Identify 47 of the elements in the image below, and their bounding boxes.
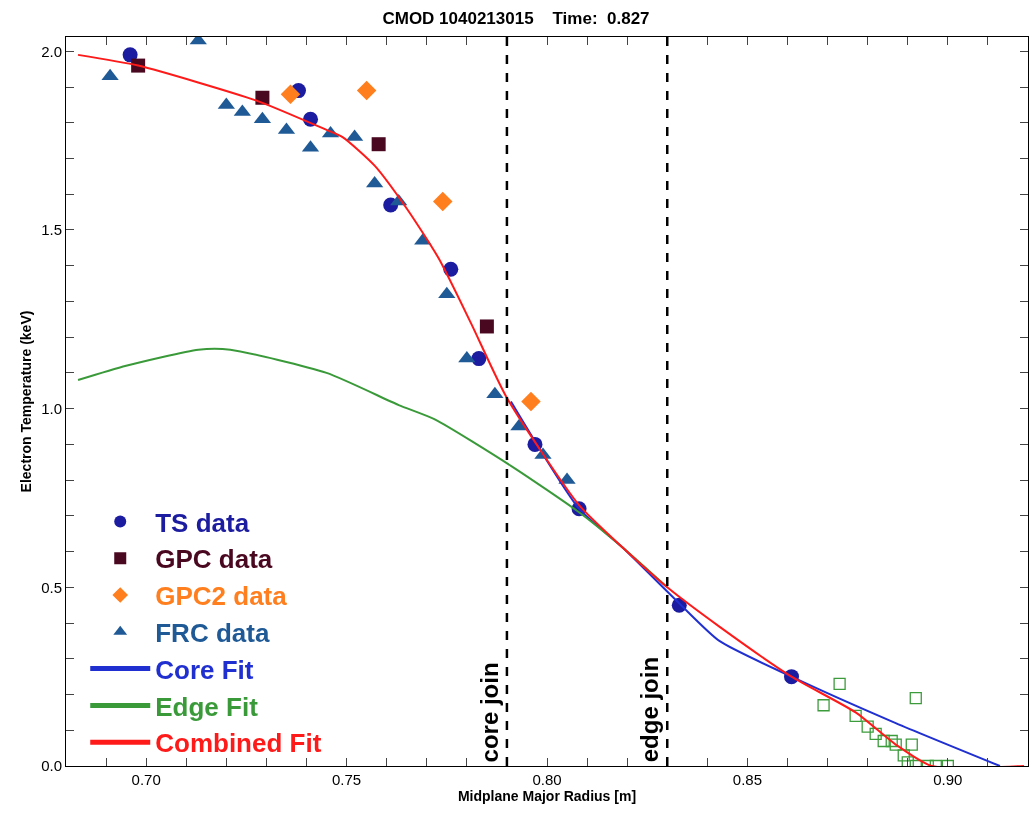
point — [521, 391, 541, 412]
y-tick-label: 1.0 — [41, 399, 62, 417]
point — [849, 709, 862, 723]
y-axis-title: Electron Temperature (keV) — [17, 310, 34, 493]
legend-label: TS data — [155, 507, 250, 538]
x-tick-label: 0.85 — [732, 771, 763, 788]
y-tick-label: 1.5 — [41, 221, 62, 239]
y-tick-label: 2.0 — [41, 42, 62, 60]
point — [901, 756, 914, 766]
line-series — [509, 400, 1001, 766]
point — [861, 720, 874, 733]
x-axis-title: Midplane Major Radius [m] — [457, 788, 637, 805]
point — [122, 47, 138, 63]
ref-line-label: core join — [476, 662, 504, 763]
point — [897, 749, 910, 762]
point — [371, 137, 386, 152]
point — [471, 351, 487, 367]
line-series — [77, 53, 1025, 766]
point — [433, 191, 453, 212]
y-tick-label: 0.0 — [41, 757, 62, 775]
legend-label: GPC data — [155, 544, 273, 575]
x-tick-label: 0.90 — [933, 771, 963, 788]
x-tick-label: 0.75 — [331, 771, 362, 788]
point — [877, 734, 890, 748]
point — [905, 738, 918, 751]
ref-line-label: edge join — [636, 656, 664, 763]
x-tick-label: 0.80 — [532, 771, 562, 788]
point — [438, 286, 456, 299]
point — [885, 734, 898, 748]
point — [833, 677, 846, 690]
x-tick-label: 0.70 — [131, 771, 161, 788]
point — [889, 738, 902, 751]
point — [479, 319, 494, 334]
legend-label: Core Fit — [155, 654, 254, 685]
point — [356, 80, 377, 101]
chart-title: CMOD 1040213015 Time: 0.827 — [382, 9, 650, 29]
point — [101, 68, 119, 81]
y-tick-label: 0.5 — [41, 578, 62, 596]
point — [909, 691, 922, 705]
point — [817, 699, 830, 712]
legend-label: Edge Fit — [155, 691, 259, 722]
point — [280, 84, 301, 104]
legend-label: Combined Fit — [155, 728, 322, 759]
point — [486, 386, 504, 399]
point — [869, 727, 882, 740]
legend-label: FRC data — [155, 617, 270, 648]
legend-label: GPC2 data — [155, 581, 288, 612]
